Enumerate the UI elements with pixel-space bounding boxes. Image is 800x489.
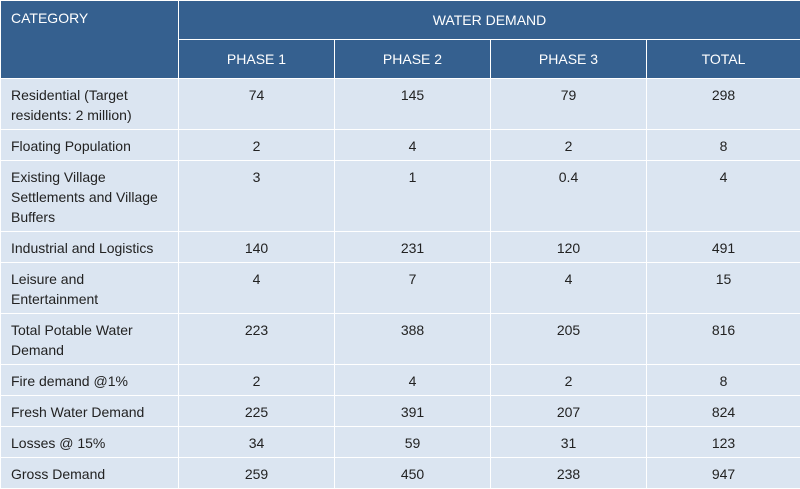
table-row: Losses @ 15% 34 59 31 123: [1, 427, 800, 458]
cell-phase-2: 450: [335, 458, 491, 489]
cell-phase-3: 120: [491, 232, 647, 263]
cell-phase-1: 2: [179, 365, 335, 396]
row-category: Fire demand @1%: [1, 365, 179, 396]
row-category: Fresh Water Demand: [1, 396, 179, 427]
cell-total: 15: [647, 263, 800, 314]
table-row: Residential (Target residents: 2 million…: [1, 79, 800, 130]
cell-total: 8: [647, 130, 800, 161]
row-category: Residential (Target residents: 2 million…: [1, 79, 179, 130]
cell-total: 947: [647, 458, 800, 489]
cell-total: 123: [647, 427, 800, 458]
cell-phase-1: 2: [179, 130, 335, 161]
water-demand-group-header: WATER DEMAND: [179, 1, 800, 40]
table-row: Industrial and Logistics 140 231 120 491: [1, 232, 800, 263]
phase-2-column-header: PHASE 2: [335, 40, 491, 79]
cell-phase-1: 74: [179, 79, 335, 130]
row-category: Leisure and Entertainment: [1, 263, 179, 314]
cell-phase-3: 31: [491, 427, 647, 458]
table-row: Existing Village Settlements and Village…: [1, 161, 800, 232]
cell-total: 4: [647, 161, 800, 232]
cell-phase-1: 34: [179, 427, 335, 458]
cell-total: 8: [647, 365, 800, 396]
cell-total: 816: [647, 314, 800, 365]
row-category: Total Potable Water Demand: [1, 314, 179, 365]
table-row: Fire demand @1% 2 4 2 8: [1, 365, 800, 396]
cell-total: 298: [647, 79, 800, 130]
total-column-header: TOTAL: [647, 40, 800, 79]
cell-phase-2: 231: [335, 232, 491, 263]
row-category: Floating Population: [1, 130, 179, 161]
table-row: Leisure and Entertainment 4 7 4 15: [1, 263, 800, 314]
cell-phase-1: 3: [179, 161, 335, 232]
row-category: Gross Demand: [1, 458, 179, 489]
table-row: Gross Demand 259 450 238 947: [1, 458, 800, 489]
table-header: CATEGORY WATER DEMAND PHASE 1 PHASE 2 PH…: [1, 1, 800, 79]
cell-phase-3: 205: [491, 314, 647, 365]
cell-phase-3: 0.4: [491, 161, 647, 232]
cell-phase-2: 4: [335, 365, 491, 396]
cell-phase-2: 145: [335, 79, 491, 130]
cell-total: 824: [647, 396, 800, 427]
category-column-header: CATEGORY: [1, 1, 179, 79]
cell-phase-2: 391: [335, 396, 491, 427]
cell-phase-2: 7: [335, 263, 491, 314]
table-row: Total Potable Water Demand 223 388 205 8…: [1, 314, 800, 365]
row-category: Losses @ 15%: [1, 427, 179, 458]
table-body: Residential (Target residents: 2 million…: [1, 79, 800, 489]
cell-phase-3: 2: [491, 130, 647, 161]
cell-phase-3: 2: [491, 365, 647, 396]
phase-1-column-header: PHASE 1: [179, 40, 335, 79]
cell-total: 491: [647, 232, 800, 263]
table-row: Fresh Water Demand 225 391 207 824: [1, 396, 800, 427]
cell-phase-1: 223: [179, 314, 335, 365]
cell-phase-1: 140: [179, 232, 335, 263]
cell-phase-2: 4: [335, 130, 491, 161]
phase-3-column-header: PHASE 3: [491, 40, 647, 79]
cell-phase-2: 388: [335, 314, 491, 365]
cell-phase-3: 207: [491, 396, 647, 427]
cell-phase-3: 79: [491, 79, 647, 130]
table-row: Floating Population 2 4 2 8: [1, 130, 800, 161]
cell-phase-1: 4: [179, 263, 335, 314]
cell-phase-3: 238: [491, 458, 647, 489]
cell-phase-1: 225: [179, 396, 335, 427]
row-category: Existing Village Settlements and Village…: [1, 161, 179, 232]
cell-phase-1: 259: [179, 458, 335, 489]
row-category: Industrial and Logistics: [1, 232, 179, 263]
cell-phase-2: 59: [335, 427, 491, 458]
cell-phase-2: 1: [335, 161, 491, 232]
cell-phase-3: 4: [491, 263, 647, 314]
